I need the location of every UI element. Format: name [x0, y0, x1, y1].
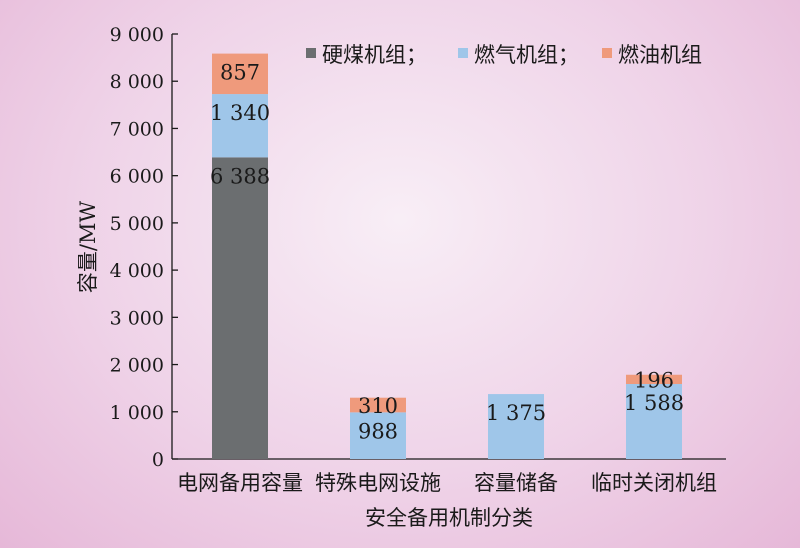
- data-label: 1 588: [624, 391, 684, 415]
- y-tick-label: 7 000: [110, 118, 164, 140]
- data-label: 988: [358, 419, 398, 443]
- bar-segment: [212, 53, 268, 95]
- data-label: 196: [634, 368, 674, 392]
- data-label: 1 340: [210, 101, 270, 125]
- data-label: 310: [358, 394, 398, 418]
- y-tick-label: 1 000: [110, 402, 164, 424]
- data-label: 6 388: [210, 164, 270, 188]
- bars: [212, 53, 682, 459]
- x-tick-label: 电网备用容量: [177, 471, 303, 495]
- legend-label: 硬煤机组；: [322, 43, 427, 67]
- legend-swatch: [306, 48, 316, 58]
- legend-swatch: [602, 48, 612, 58]
- bar-segment: [212, 94, 268, 158]
- data-label: 1 375: [486, 401, 546, 425]
- y-tick-label: 3 000: [110, 307, 164, 329]
- data-label: 857: [220, 61, 260, 85]
- y-tick-label: 2 000: [110, 355, 164, 377]
- legend-label: 燃油机组: [618, 43, 702, 67]
- bar-segment: [488, 394, 544, 459]
- y-axis-title: 容量/MW: [76, 201, 100, 294]
- legend-swatch: [458, 48, 468, 58]
- bar-segment: [626, 384, 682, 459]
- y-tick-label: 9 000: [110, 24, 164, 46]
- x-ticks: 电网备用容量 特殊电网设施 容量储备 临时关闭机组: [177, 471, 717, 495]
- y-tick-label: 6 000: [110, 166, 164, 188]
- x-tick-label: 特殊电网设施: [315, 471, 441, 495]
- bar-segment: [626, 374, 682, 385]
- y-tick-label: 5 000: [110, 213, 164, 235]
- bar-segment: [350, 397, 406, 413]
- x-axis-title: 安全备用机制分类: [365, 506, 533, 530]
- y-tick-label: 8 000: [110, 71, 164, 93]
- y-ticks: 0 1 000 2 000 3 000 4 000 5 000 6 000 7 000 8 00…: [110, 24, 178, 471]
- x-tick-label: 临时关闭机组: [591, 471, 717, 495]
- bar-segment: [212, 157, 268, 459]
- x-tick-label: 容量储备: [474, 471, 558, 495]
- y-tick-label: 0: [152, 449, 164, 471]
- legend: 硬煤机组； 燃气机组； 燃油机组: [306, 43, 702, 67]
- legend-label: 燃气机组；: [474, 43, 579, 67]
- y-tick-label: 4 000: [110, 260, 164, 282]
- bar-segment: [350, 412, 406, 459]
